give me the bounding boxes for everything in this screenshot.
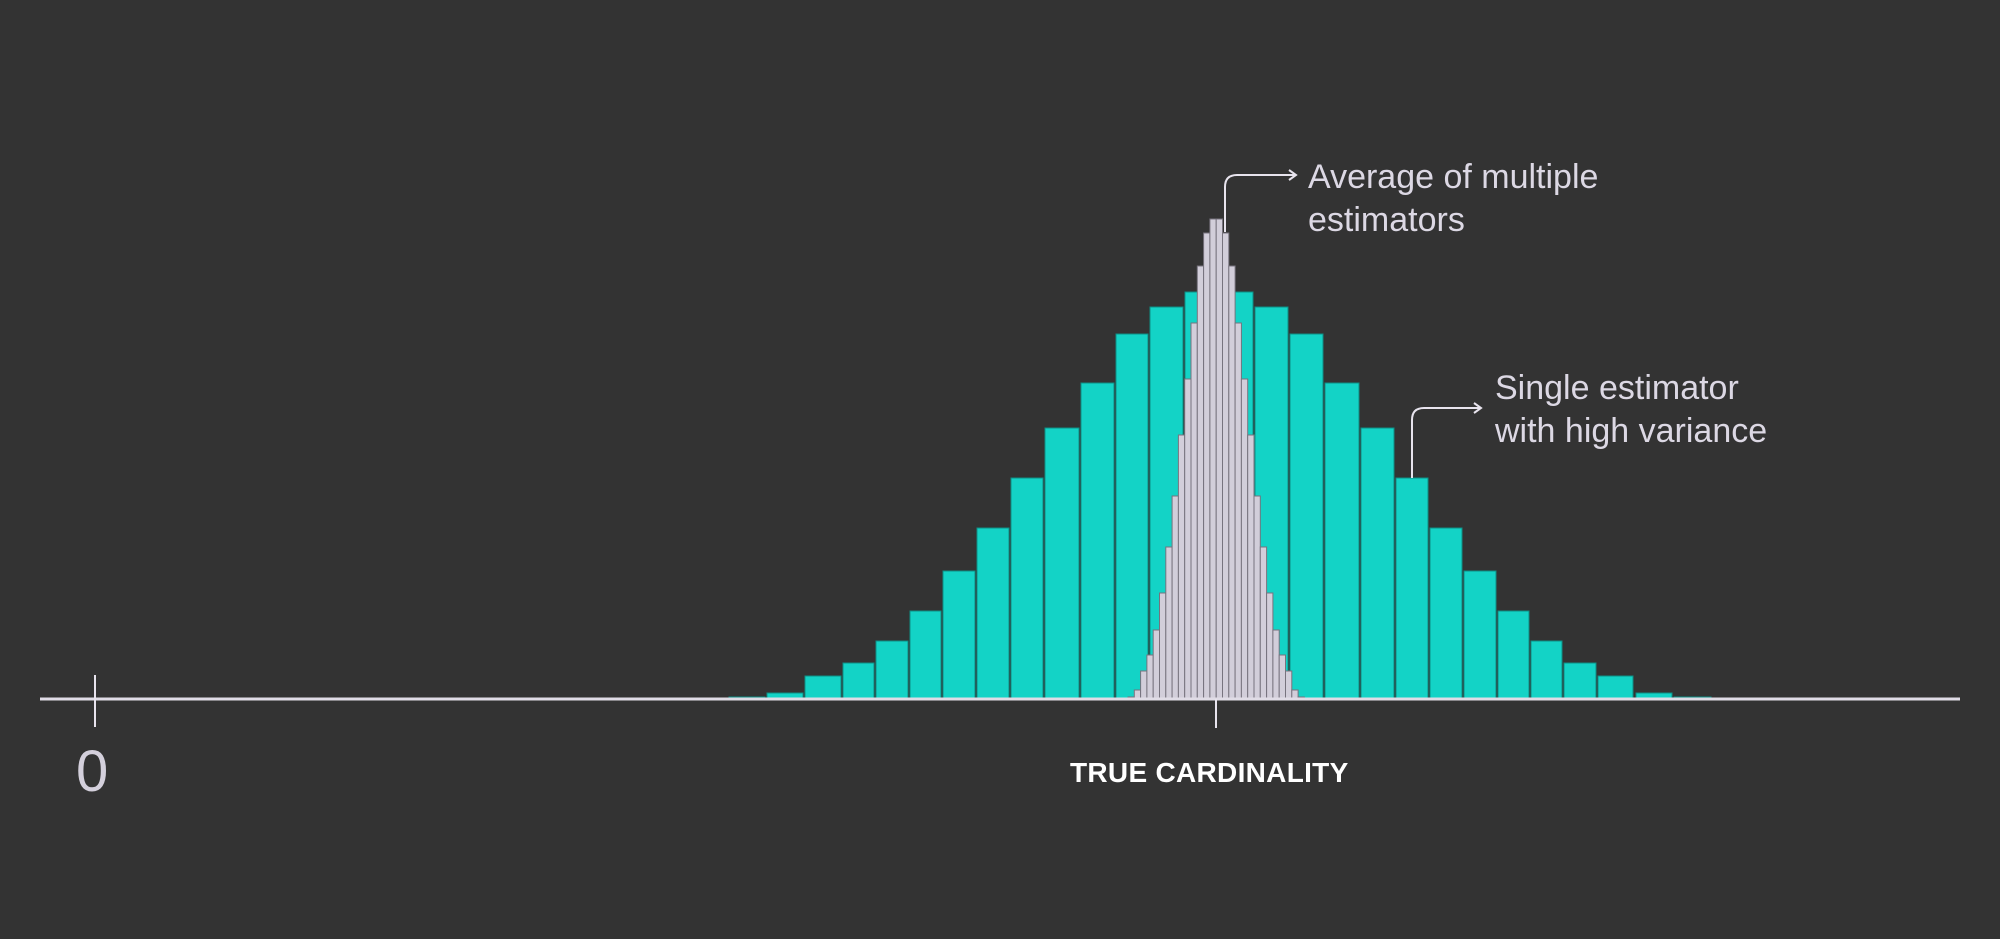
average-estimator-bar	[1203, 232, 1211, 699]
single-estimator-bar	[1324, 382, 1360, 699]
single-estimator-bar	[1563, 662, 1597, 699]
average-estimator-bar	[1259, 546, 1268, 699]
average-estimator-bar	[1247, 434, 1255, 699]
average-estimator-bar	[1133, 689, 1142, 699]
annotation-arrow	[1411, 407, 1481, 478]
average-estimator-bar	[1140, 670, 1148, 699]
arrow-head-icon	[1473, 402, 1483, 414]
average-estimator-bar	[1222, 232, 1230, 699]
average-estimator-bar	[1184, 378, 1192, 699]
single-estimator-bar	[842, 662, 875, 699]
average-estimator-bar	[1171, 495, 1179, 699]
average-estimator-bar	[1152, 629, 1160, 699]
average-estimator-bar	[1285, 670, 1293, 699]
annotation-line: Average of multiple	[1308, 158, 1599, 196]
single-estimator-bar	[942, 570, 976, 699]
annotation-arrow	[1224, 174, 1296, 232]
single-estimator-bar	[766, 692, 804, 699]
single-estimator-bar	[1497, 610, 1530, 699]
single-estimator-bar	[1429, 527, 1463, 699]
single-estimator-bar	[976, 527, 1010, 699]
average-estimator-bar	[1266, 592, 1274, 699]
average-estimator-bar	[1240, 378, 1249, 699]
average-estimator-bar	[1177, 434, 1186, 699]
single-estimator-bar	[875, 640, 909, 699]
single-estimator-bar	[1010, 477, 1044, 699]
annotation-arrows	[1224, 169, 1483, 478]
single-estimator-bar	[1463, 570, 1497, 699]
single-estimator-bar	[1530, 640, 1563, 699]
average-estimator-bar	[1165, 546, 1173, 699]
single-estimator-bar	[1289, 333, 1324, 699]
average-estimator-bar	[1159, 592, 1167, 699]
average-estimator-bar	[1215, 218, 1223, 699]
single-estimator-bar	[1115, 333, 1149, 699]
single-estimator-bar	[1395, 477, 1429, 699]
annotation-single-estimator: Single estimator with high variance	[1495, 367, 1767, 453]
single-estimator-bar	[1044, 427, 1080, 699]
average-estimator-bar	[1278, 654, 1286, 699]
single-estimator-bar	[804, 675, 842, 699]
single-estimator-bar	[1360, 427, 1395, 699]
average-estimator-bar	[1196, 265, 1205, 699]
arrow-head-icon	[1288, 169, 1298, 181]
average-estimator-bar	[1234, 322, 1242, 699]
average-estimator-bar	[1228, 265, 1236, 699]
annotation-line: with high variance	[1495, 412, 1768, 450]
annotation-average-of-multiple-estimators: Average of multiple estimators	[1308, 156, 1598, 242]
single-estimator-bar	[1080, 382, 1115, 699]
average-estimator-bar	[1253, 495, 1261, 699]
annotation-line: Single estimator	[1495, 369, 1739, 407]
x-axis-label: TRUE CARDINALITY	[1070, 757, 1349, 788]
single-estimator-bar	[909, 610, 942, 699]
x-tick-label-zero: 0	[76, 739, 109, 804]
single-estimator-bar	[1635, 692, 1673, 699]
average-estimator-bar	[1272, 629, 1280, 699]
annotation-line: estimators	[1308, 201, 1465, 239]
average-estimator-bar	[1190, 322, 1198, 699]
average-estimator-bar	[1291, 689, 1299, 699]
average-estimator-bar	[1146, 654, 1154, 699]
average-estimator-bar	[1209, 218, 1217, 699]
single-estimator-bar	[1597, 675, 1634, 699]
